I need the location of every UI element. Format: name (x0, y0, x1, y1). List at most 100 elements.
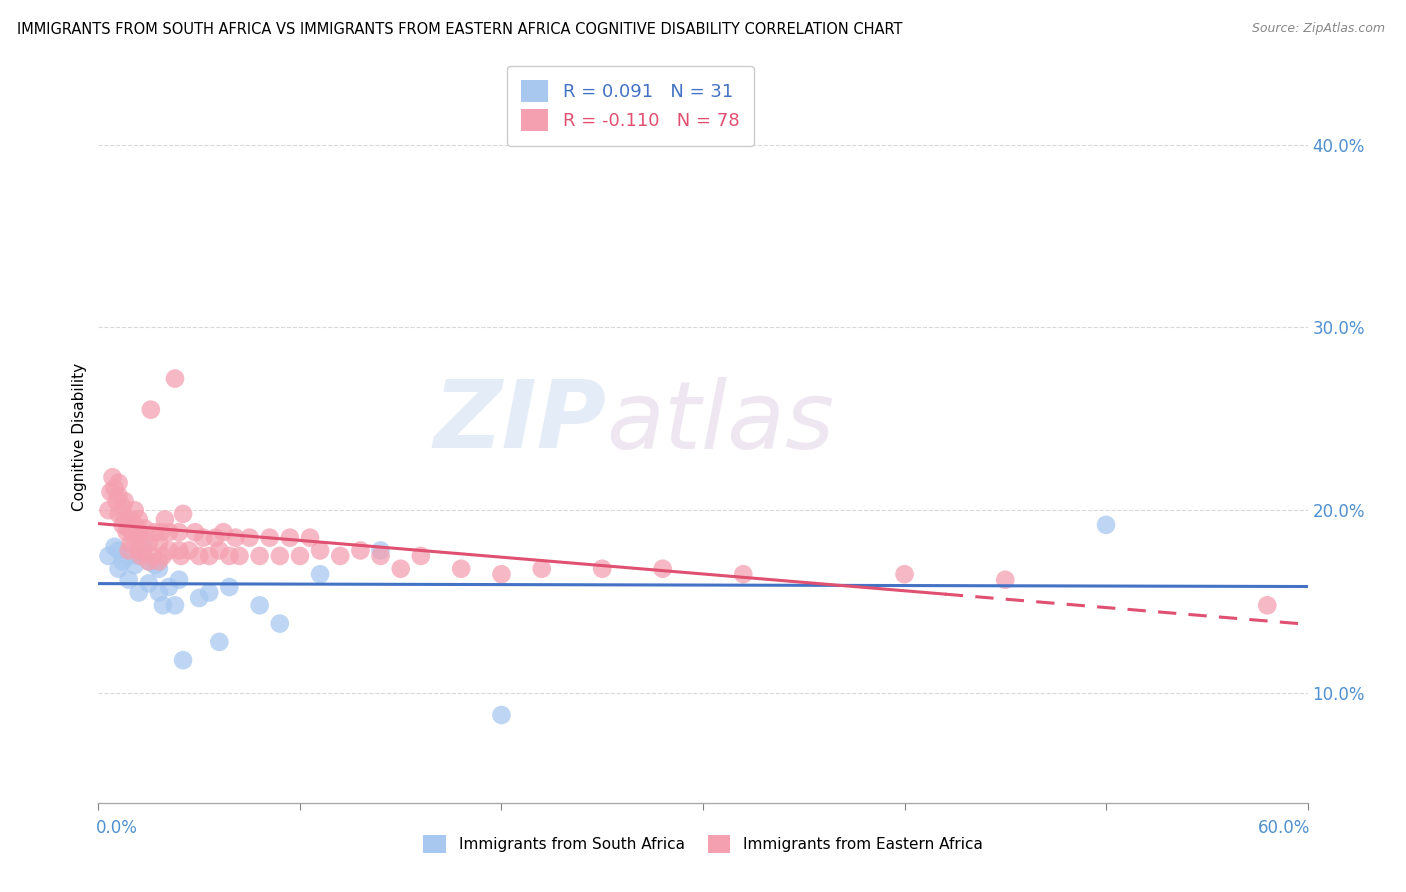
Point (994, 573, 1017, 587)
Point (239, 531, 262, 545)
Point (152, 599, 174, 613)
Point (228, 549, 250, 563)
Point (450, 562, 472, 576)
Point (107, 562, 129, 576)
Point (121, 525, 143, 540)
Point (118, 521, 141, 535)
Point (269, 549, 291, 563)
Point (114, 512, 136, 526)
Point (128, 525, 150, 540)
Point (125, 531, 148, 545)
Text: 0.0%: 0.0% (96, 820, 138, 838)
Point (208, 543, 231, 558)
Point (152, 549, 174, 563)
Point (491, 567, 513, 582)
Point (208, 635, 231, 649)
Point (193, 531, 215, 545)
Point (134, 521, 156, 535)
Point (409, 549, 432, 563)
Point (124, 503, 146, 517)
Point (120, 536, 142, 550)
Point (111, 500, 134, 514)
Point (218, 580, 240, 594)
Point (198, 585, 221, 599)
Point (249, 599, 271, 613)
Point (329, 549, 352, 563)
Point (129, 549, 152, 563)
Point (114, 494, 136, 508)
Point (179, 543, 201, 558)
Point (198, 549, 221, 563)
Point (218, 549, 240, 563)
Point (138, 536, 160, 550)
Point (167, 543, 190, 558)
Point (105, 494, 128, 508)
Point (309, 567, 332, 582)
Point (128, 512, 150, 526)
Point (143, 558, 166, 573)
Point (115, 525, 138, 540)
Point (530, 562, 553, 576)
Text: IMMIGRANTS FROM SOUTH AFRICA VS IMMIGRANTS FROM EASTERN AFRICA COGNITIVE DISABIL: IMMIGRANTS FROM SOUTH AFRICA VS IMMIGRAN… (17, 22, 903, 37)
Point (1256, 599, 1278, 613)
Point (128, 543, 150, 558)
Point (148, 562, 170, 576)
Point (157, 580, 180, 594)
Point (188, 549, 211, 563)
Point (167, 525, 190, 540)
Text: 60.0%: 60.0% (1258, 820, 1310, 838)
Point (118, 573, 141, 587)
Point (138, 576, 160, 591)
Point (118, 549, 141, 563)
Point (148, 585, 170, 599)
Point (188, 591, 211, 605)
Point (124, 517, 146, 532)
Point (170, 549, 193, 563)
Point (1095, 517, 1118, 532)
Point (172, 507, 194, 521)
Point (224, 531, 246, 545)
Point (132, 543, 155, 558)
Point (148, 536, 170, 550)
Text: Source: ZipAtlas.com: Source: ZipAtlas.com (1251, 22, 1385, 36)
Point (212, 525, 235, 540)
Point (249, 549, 271, 563)
Point (204, 531, 226, 545)
Point (124, 558, 146, 573)
Point (157, 543, 180, 558)
Point (269, 616, 291, 631)
Point (97, 549, 120, 563)
Point (101, 470, 124, 484)
Point (309, 543, 332, 558)
Point (129, 531, 152, 545)
Point (163, 371, 186, 385)
Point (143, 525, 166, 540)
Point (149, 525, 172, 540)
Y-axis label: Cognitive Disability: Cognitive Disability (72, 363, 87, 511)
Point (167, 573, 190, 587)
Point (103, 540, 125, 554)
Point (148, 554, 170, 568)
Point (370, 543, 392, 558)
Point (259, 531, 281, 545)
Point (733, 567, 755, 582)
Point (349, 543, 371, 558)
Point (299, 531, 322, 545)
Point (491, 708, 513, 723)
Point (138, 554, 160, 568)
Point (184, 525, 207, 540)
Point (172, 653, 194, 667)
Point (288, 549, 311, 563)
Point (107, 543, 129, 558)
Point (107, 475, 129, 490)
Point (157, 525, 180, 540)
Point (370, 549, 392, 563)
Point (278, 531, 301, 545)
Point (103, 481, 125, 495)
Point (389, 562, 412, 576)
Point (139, 402, 162, 417)
Point (120, 512, 142, 526)
Point (128, 585, 150, 599)
Point (111, 554, 134, 568)
Point (138, 554, 160, 568)
